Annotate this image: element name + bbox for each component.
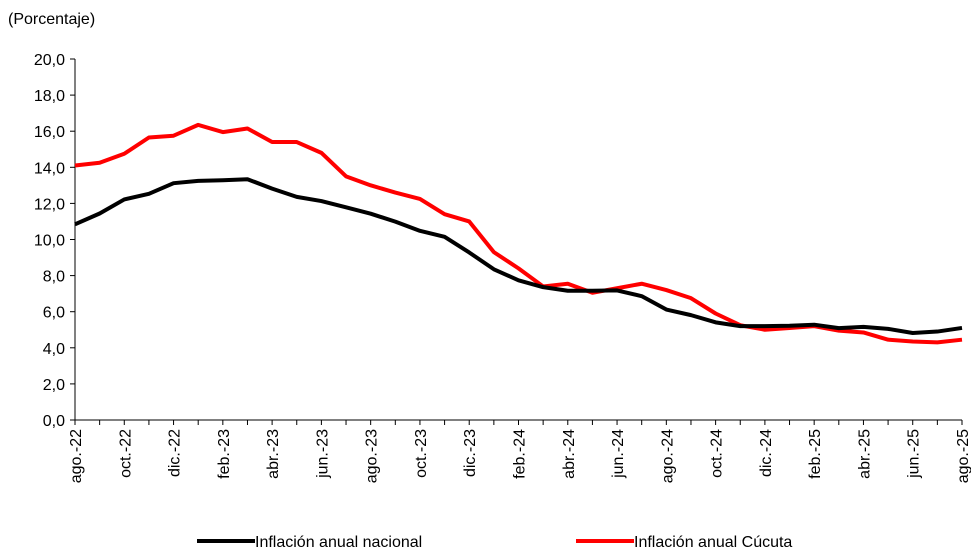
x-tick-label: feb.-23	[216, 429, 233, 479]
x-tick-label: jun.-25	[906, 429, 923, 479]
series-line	[74, 122, 963, 345]
y-tick-label: 4,0	[43, 341, 65, 358]
x-tick-label: feb.-24	[512, 429, 529, 479]
x-tick-label: abr.-23	[265, 429, 282, 479]
y-tick-label: 16,0	[34, 124, 65, 141]
x-tick-label: ago.-25	[955, 429, 971, 483]
x-tick-label: dic.-22	[167, 429, 184, 477]
y-tick-label: 8,0	[43, 269, 65, 286]
x-tick-label: ago.-24	[659, 429, 676, 483]
y-tick-label: 20,0	[34, 52, 65, 69]
x-tick-label: oct.-23	[413, 429, 430, 478]
y-tick-label: 6,0	[43, 305, 65, 322]
x-tick-label: jun.-23	[314, 429, 331, 479]
x-tick-label: oct.-24	[709, 429, 726, 478]
y-tick-label: 12,0	[34, 196, 65, 213]
y-tick-label: 10,0	[34, 233, 65, 250]
x-tick-label: jun.-24	[610, 429, 627, 479]
y-tick-label: 2,0	[43, 377, 65, 394]
x-tick-label: dic.-24	[758, 429, 775, 477]
x-tick-label: feb.-25	[807, 429, 824, 479]
x-tick-label: abr.-24	[561, 429, 578, 479]
x-tick-label: dic.-23	[462, 429, 479, 477]
y-axis-label: (Porcentaje)	[8, 11, 95, 28]
legend-label: Inflación anual nacional	[255, 534, 422, 550]
x-tick-label: oct.-22	[117, 429, 134, 478]
y-tick-label: 14,0	[34, 160, 65, 177]
series-line	[74, 177, 963, 335]
y-tick-label: 0,0	[43, 413, 65, 430]
x-tick-label: ago.-22	[68, 429, 85, 483]
x-tick-label: abr.-25	[856, 429, 873, 479]
legend-label: Inflación anual Cúcuta	[634, 534, 792, 550]
x-tick-label: ago.-23	[364, 429, 381, 483]
y-tick-label: 18,0	[34, 88, 65, 105]
